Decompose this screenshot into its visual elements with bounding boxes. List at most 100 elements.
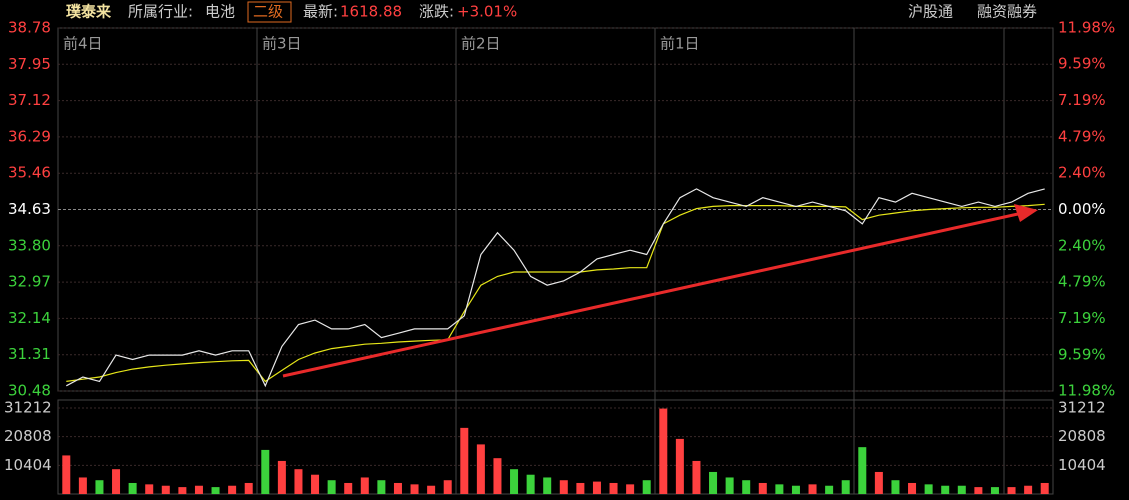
- volume-bar: [1007, 487, 1016, 494]
- volume-bar: [825, 485, 834, 494]
- level[interactable]: 二级: [253, 3, 283, 21]
- y2-tick-label: 9.59%: [1058, 55, 1106, 73]
- y2-tick-label: 4.79%: [1058, 273, 1106, 291]
- volume-bar: [476, 444, 485, 494]
- volume-bar: [692, 460, 701, 494]
- y2-tick-label: 11.98%: [1058, 19, 1115, 37]
- volume-bar: [360, 477, 369, 494]
- y2-tick-label: 4.79%: [1058, 127, 1106, 145]
- latest-label: 最新:: [303, 3, 338, 21]
- level-box: [247, 1, 292, 23]
- volume-bar: [427, 485, 436, 494]
- industry[interactable]: 电池: [205, 3, 235, 21]
- y2-tick-label: 2.40%: [1058, 164, 1106, 182]
- y-tick-label: 35.46: [8, 164, 51, 182]
- volume-bar: [592, 481, 601, 494]
- volume-bar: [675, 438, 684, 494]
- volume-bar: [626, 484, 635, 494]
- volume-tick-label: 20808: [4, 427, 52, 445]
- volume-bar: [791, 485, 800, 494]
- volume-bar: [709, 471, 718, 494]
- volume-bar: [725, 477, 734, 494]
- volume-bar: [194, 485, 203, 494]
- volume-bar: [145, 484, 154, 494]
- y2-tick-label: 9.59%: [1058, 345, 1106, 363]
- series-line: [66, 188, 1045, 388]
- y-tick-label: 36.29: [8, 127, 51, 145]
- volume-bar: [891, 480, 900, 494]
- volume-bar: [327, 480, 336, 494]
- stock-name: 璞泰来: [66, 3, 112, 21]
- volume-bar: [1040, 482, 1049, 494]
- y-tick-label: 34.63: [8, 200, 51, 218]
- volume-bar: [543, 477, 552, 494]
- y-tick-label: 31.31: [8, 345, 51, 363]
- volume-bar: [874, 471, 883, 494]
- latest: 1618.88: [340, 3, 402, 21]
- y-tick-label: 37.95: [8, 55, 51, 73]
- volume-bar: [244, 482, 253, 494]
- y-tick-label: 30.48: [8, 382, 51, 400]
- y2-tick-label: 0.00%: [1058, 200, 1106, 218]
- volume-bar: [941, 485, 950, 494]
- link[interactable]: 融资融券: [977, 3, 1037, 21]
- volume-tick-label: 31212: [4, 399, 52, 417]
- volume-bar: [609, 482, 618, 494]
- volume-bar: [990, 487, 999, 494]
- volume-bar: [377, 480, 386, 494]
- link[interactable]: 沪股通: [908, 3, 953, 21]
- volume-bar: [924, 484, 933, 494]
- volume-bar: [742, 480, 751, 494]
- volume-bar: [178, 487, 187, 494]
- volume-bar: [344, 482, 353, 494]
- volume-bar: [460, 427, 469, 494]
- arrow-head: [1014, 204, 1038, 222]
- volume-bar: [510, 469, 519, 494]
- y2-tick-label: 11.98%: [1058, 382, 1115, 400]
- volume-bar: [642, 480, 651, 494]
- volume-bar: [311, 474, 320, 494]
- volume-bar: [526, 474, 535, 494]
- volume-bar: [95, 480, 104, 494]
- y-tick-label: 38.78: [8, 19, 51, 37]
- volume-bar: [410, 484, 419, 494]
- volume-bar: [211, 487, 220, 494]
- trend-arrow: [282, 212, 1019, 378]
- volume-bar: [841, 480, 850, 494]
- volume-bar: [576, 482, 585, 494]
- volume-tick-label: 10404: [4, 456, 52, 474]
- volume-bar: [659, 408, 668, 494]
- y-tick-label: 32.14: [8, 309, 51, 327]
- day-label: 前3日: [262, 35, 302, 53]
- change: +3.01%: [457, 3, 517, 21]
- volume-bar: [775, 484, 784, 494]
- volume-bar: [78, 477, 87, 494]
- volume-bar: [294, 469, 303, 494]
- volume-bar: [228, 485, 237, 494]
- volume-bar: [161, 485, 170, 494]
- volume-bar: [908, 482, 917, 494]
- volume-bar: [957, 485, 966, 494]
- day-label: 前1日: [660, 35, 700, 53]
- volume-tick-label-right: 10404: [1058, 456, 1106, 474]
- volume-bar: [858, 447, 867, 494]
- y-tick-label: 37.12: [8, 91, 51, 109]
- y-tick-label: 32.97: [8, 273, 51, 291]
- volume-tick-label-right: 31212: [1058, 399, 1106, 417]
- day-label: 前4日: [63, 35, 103, 53]
- volume-bar: [808, 484, 817, 494]
- volume-bar: [1024, 485, 1033, 494]
- volume-bar: [393, 482, 402, 494]
- y2-tick-label: 2.40%: [1058, 236, 1106, 254]
- volume-bar: [443, 480, 452, 494]
- volume-bar: [128, 482, 137, 494]
- series-line: [66, 203, 1045, 383]
- y2-tick-label: 7.19%: [1058, 309, 1106, 327]
- volume-bar: [559, 480, 568, 494]
- volume-bar: [974, 487, 983, 494]
- plot: 38.78 37.95 37.12 36.29 35.46 34.63 33.80 32.97…: [4, 19, 1115, 494]
- day-label: 前2日: [461, 35, 501, 53]
- industry-label: 所属行业:: [128, 3, 193, 21]
